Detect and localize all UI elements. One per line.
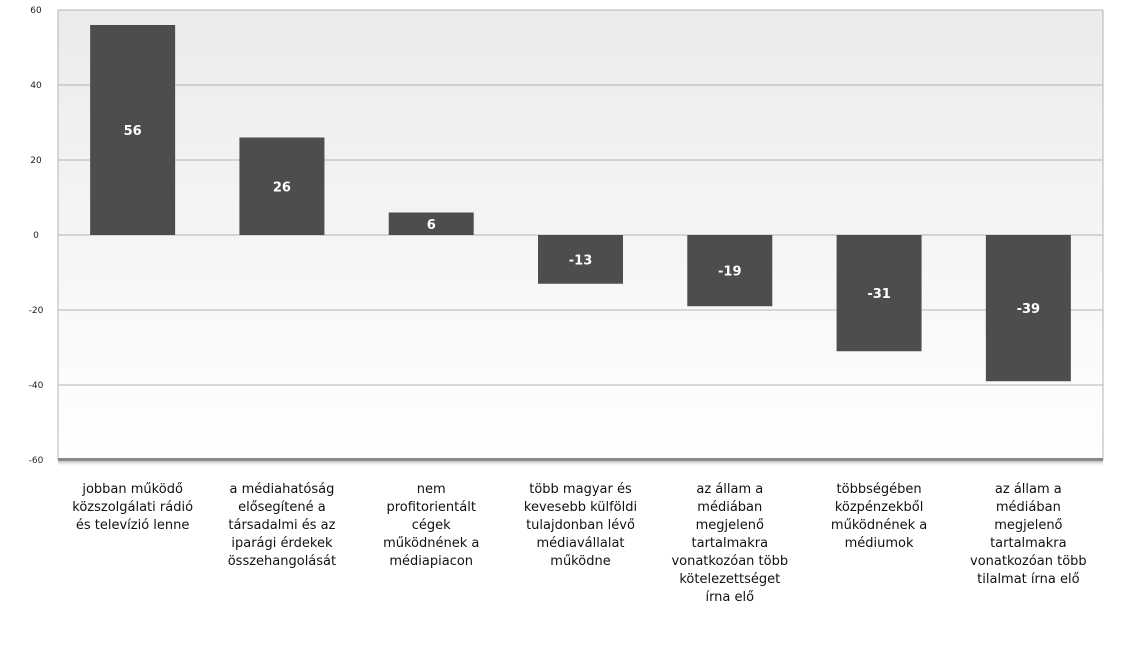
y-tick-label: -40: [29, 381, 44, 391]
bar-data-label: -13: [569, 253, 593, 268]
y-tick-label: 0: [33, 231, 39, 241]
x-axis-shadow: [58, 458, 1103, 466]
bar: [687, 235, 773, 307]
category-label: a médiahatóság elősegítené a társadalmi és…: [228, 482, 336, 569]
bar-data-label: -19: [718, 265, 742, 280]
category-label: az állam a médiában megjelenő tartalmakra vo…: [970, 482, 1087, 587]
y-tick-label: 60: [30, 6, 42, 16]
y-tick-label: 20: [30, 156, 42, 166]
y-tick-label: -60: [29, 456, 44, 466]
bar-data-label: -39: [1017, 302, 1041, 317]
category-label: több magyar és kevesebb külföldi tulajdonb…: [524, 482, 637, 569]
category-label: jobban működő közszolgálati rádió és telev…: [72, 482, 193, 533]
bar: [836, 235, 922, 352]
category-label: nem profitorientált cégek működnének a média…: [383, 482, 479, 569]
bar-data-label: -31: [867, 287, 891, 302]
bar: [239, 137, 325, 235]
category-label: többségében közpénzekből működnének a médiu…: [831, 482, 927, 551]
bar: [90, 25, 176, 235]
bar-data-label: 6: [427, 218, 436, 233]
bar-data-label: 26: [273, 180, 291, 195]
y-tick-label: 40: [30, 81, 42, 91]
y-tick-label: -20: [29, 306, 44, 316]
bar: [538, 235, 623, 284]
category-label: az állam a médiában megjelenő tartalmakra vo…: [671, 482, 788, 605]
bar: [985, 235, 1071, 382]
bar: [388, 212, 474, 235]
bar-data-label: 56: [124, 124, 142, 139]
